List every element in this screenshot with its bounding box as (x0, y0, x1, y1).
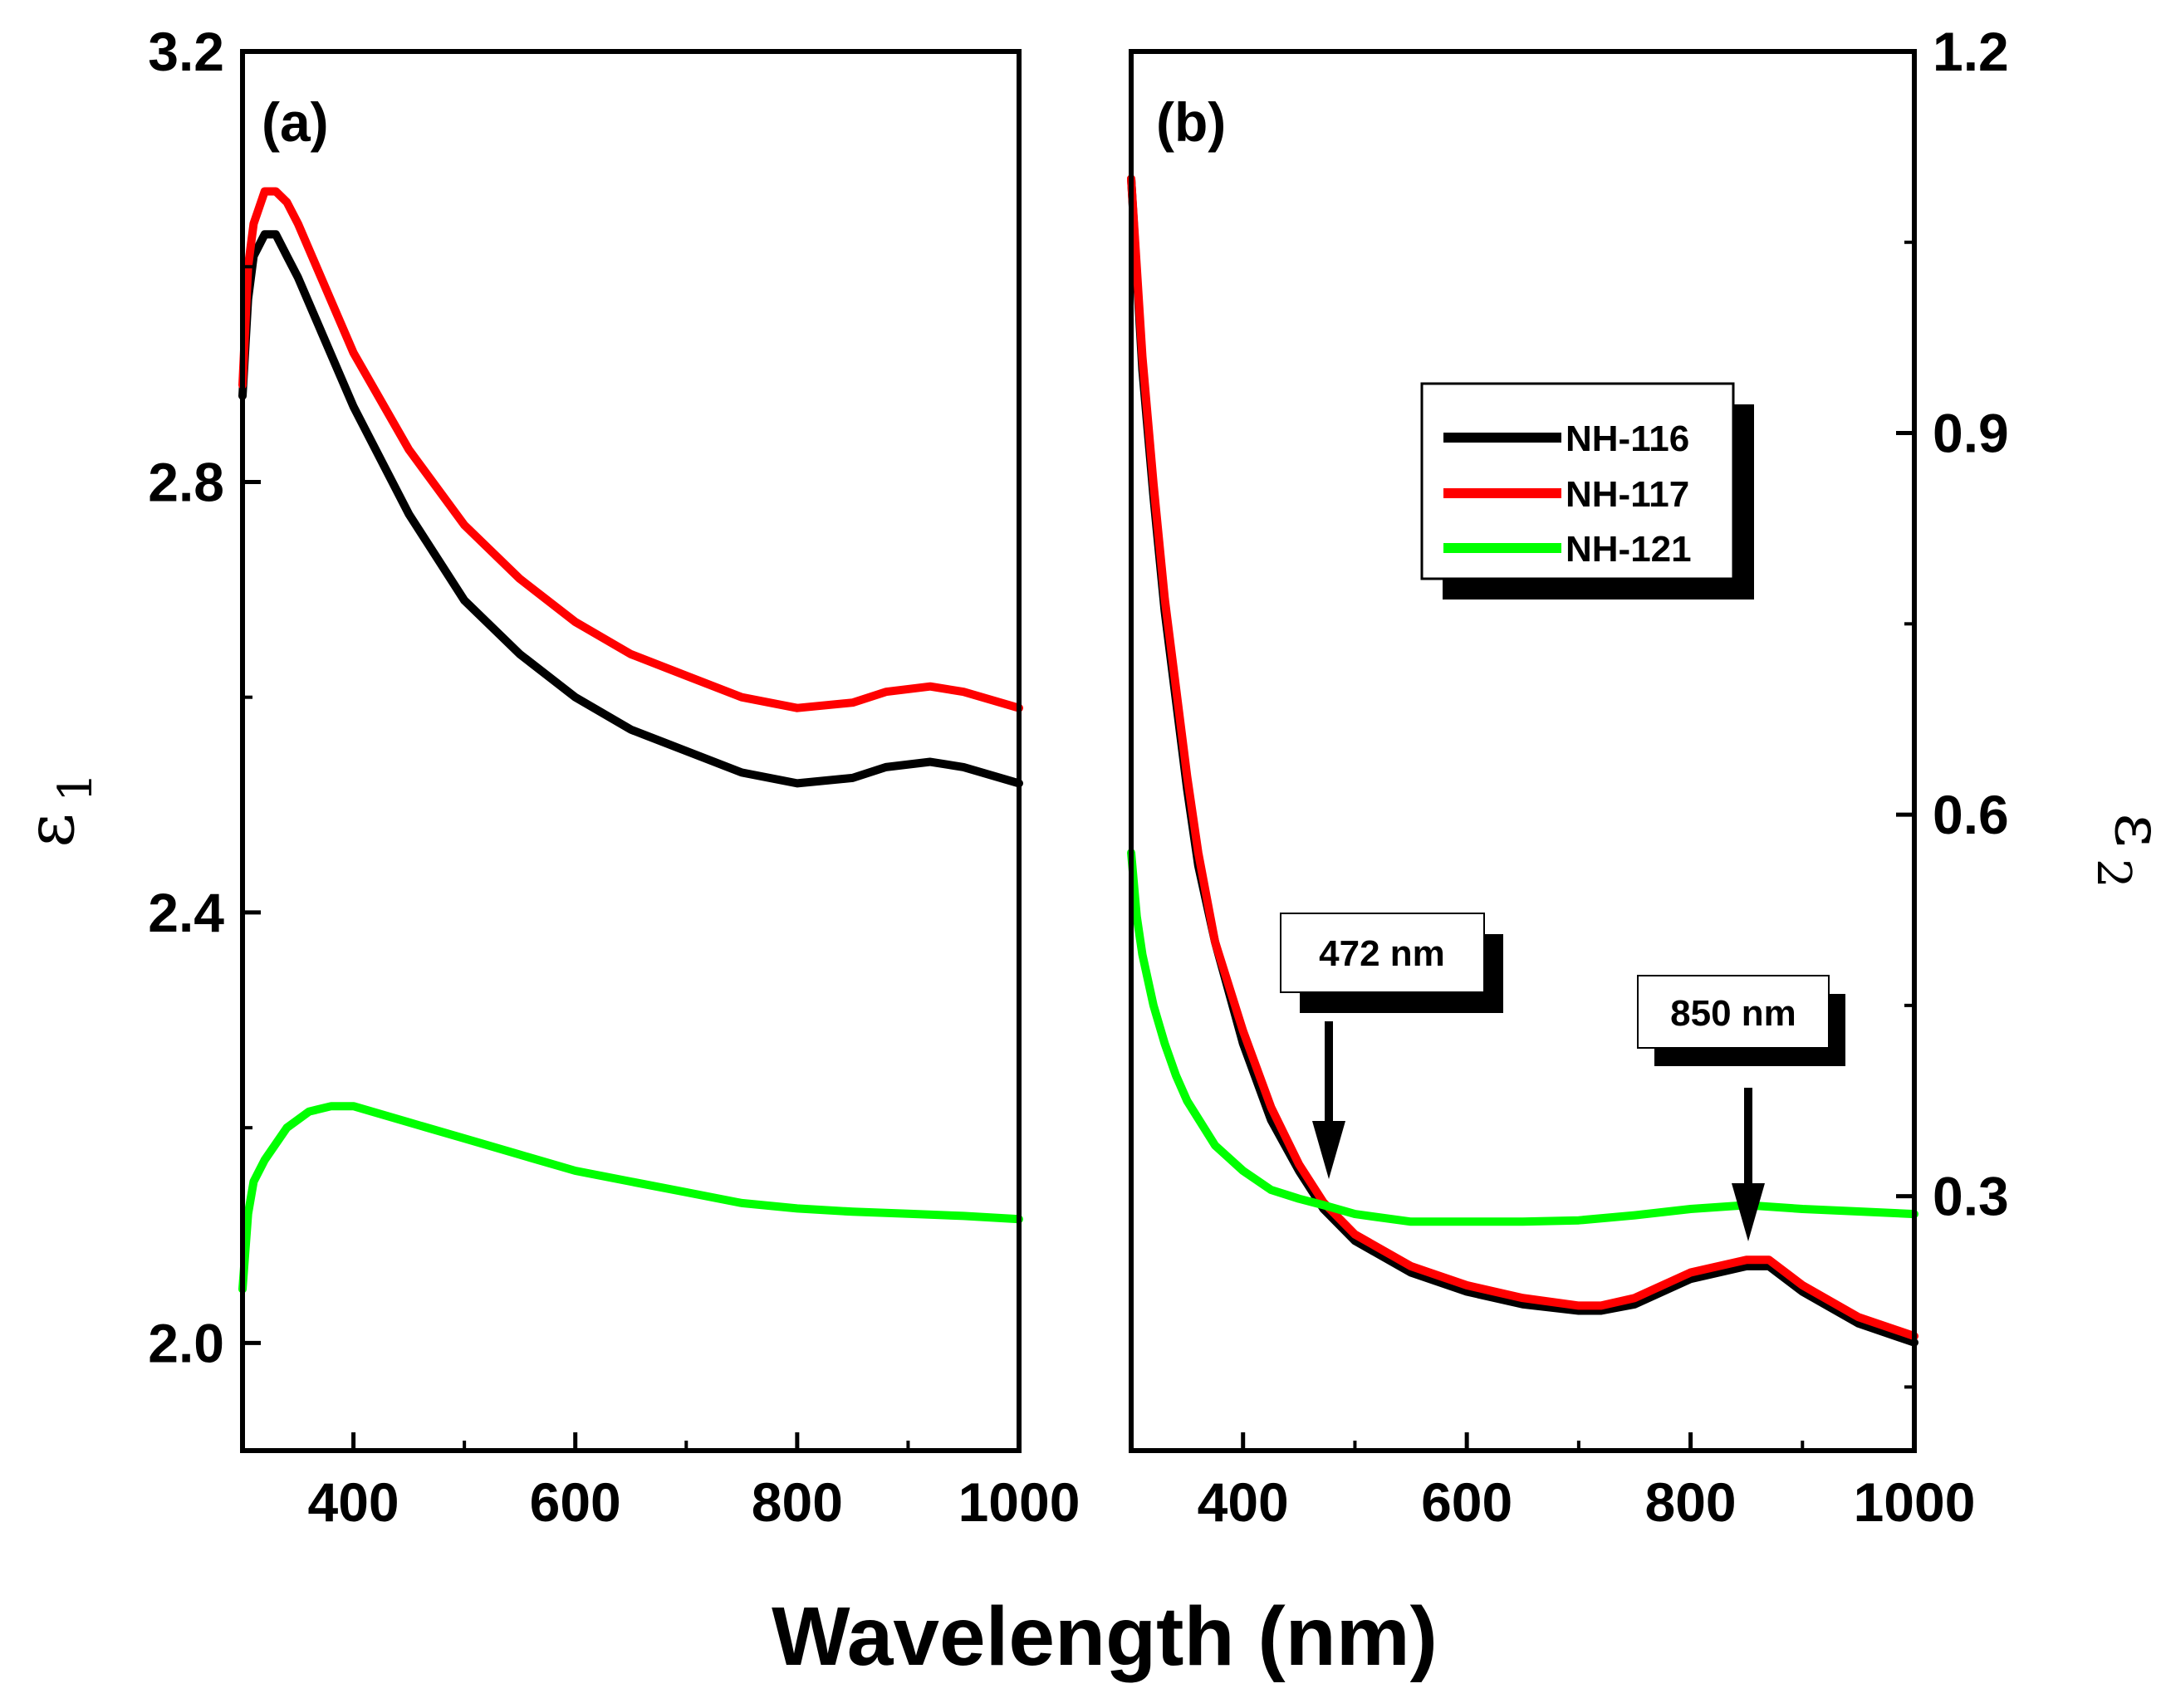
annotation-472nm-arrow-head (1312, 1121, 1345, 1179)
panel-b-series-nh-121 (1127, 849, 1918, 1226)
panel-a-frame (240, 49, 1022, 1453)
panel-a-xtick-label-600: 600 (530, 1471, 621, 1533)
panel-a-series-nh-117 (238, 187, 1023, 712)
panel-a-xtick-label-1000: 1000 (958, 1471, 1080, 1533)
panel-a-series-layer (238, 187, 1023, 1294)
panel-b-ylabel: ε 2 (2086, 813, 2161, 888)
annotation-472nm-label: 472 nm (1319, 933, 1445, 974)
x-axis-label: Wavelength (nm) (772, 1590, 1438, 1683)
panel-a-ytick-label-1: 2.4 (148, 882, 224, 943)
panel-b-ylabel-symbol: ε (2100, 813, 2161, 847)
panel-b-xtick-label-400: 400 (1198, 1471, 1289, 1533)
panel-b-label: (b) (1156, 91, 1226, 153)
annotation-850nm-label: 850 nm (1670, 993, 1796, 1034)
panel-b-ytick-label-1: 0.6 (1933, 784, 2009, 845)
annotation-472nm-box (1280, 913, 1485, 993)
panel-a-label: (a) (262, 91, 329, 153)
annotation-472nm: 472 nm (1280, 913, 1503, 1179)
panel-b: 400 600 800 1000 0.3 0.6 0.9 1.2 (b) ε 2 NH-116… (1127, 21, 2161, 1533)
panel-b-ytick-label-2: 0.9 (1933, 403, 2009, 464)
legend-label-nh-117: NH-117 (1566, 474, 1689, 515)
legend: NH-116 NH-117 NH-121 (1420, 382, 1754, 600)
panel-b-xtick-label-800: 800 (1645, 1471, 1737, 1533)
panel-a-series-nh-116 (238, 230, 1023, 788)
panel-a: 400 600 800 1000 2.0 2.4 2.8 3.2 (a) ε 1 (12, 21, 1080, 1533)
panel-a-ylabel-symbol: ε (12, 813, 89, 847)
panel-b-ticks: 400 600 800 1000 0.3 0.6 0.9 1.2 (1198, 21, 2009, 1533)
panel-a-ylabel-subscript: 1 (49, 772, 103, 802)
panel-b-ylabel-subscript: 2 (2086, 859, 2140, 888)
annotation-850nm-arrow-head (1732, 1183, 1765, 1241)
legend-label-nh-116: NH-116 (1566, 418, 1689, 459)
panel-b-ytick-label-0: 0.3 (1933, 1166, 2009, 1227)
panel-b-series-layer (1127, 174, 1918, 1347)
panel-b-ytick-label-3: 1.2 (1933, 21, 2009, 82)
annotation-850nm: 850 nm (1637, 975, 1845, 1241)
panel-b-xtick-label-1000: 1000 (1854, 1471, 1976, 1533)
panel-a-ticks: 400 600 800 1000 2.0 2.4 2.8 3.2 (148, 21, 1080, 1533)
panel-a-xtick-label-400: 400 (308, 1471, 399, 1533)
annotation-850nm-box (1637, 975, 1830, 1049)
panel-b-frame (1129, 49, 1917, 1453)
panel-b-xtick-label-600: 600 (1421, 1471, 1512, 1533)
panel-a-ytick-label-3: 3.2 (148, 21, 224, 82)
legend-label-nh-121: NH-121 (1566, 529, 1692, 570)
panel-a-series-nh-121 (238, 1102, 1023, 1294)
panel-a-ylabel: ε 1 (12, 772, 103, 847)
panel-a-xtick-label-800: 800 (752, 1471, 843, 1533)
panel-a-ytick-label-0: 2.0 (148, 1312, 224, 1373)
panel-b-series-nh-117 (1127, 174, 1918, 1341)
panel-a-ytick-label-2: 2.8 (148, 451, 224, 512)
